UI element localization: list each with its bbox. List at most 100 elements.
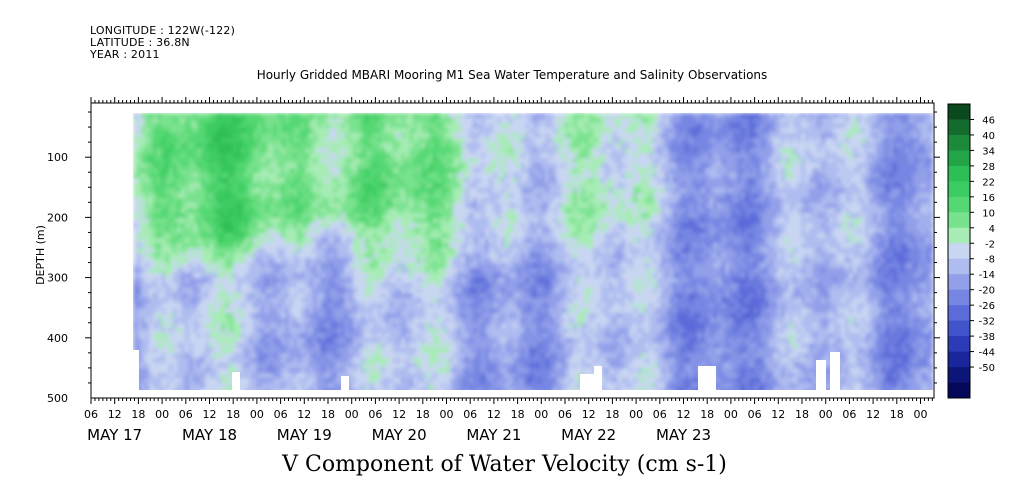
- velocity-cell: [153, 388, 158, 390]
- velocity-cell: [457, 238, 462, 244]
- velocity-cell: [385, 358, 390, 364]
- velocity-cell: [417, 348, 422, 354]
- velocity-cell: [145, 113, 150, 119]
- velocity-cell: [337, 383, 342, 389]
- velocity-cell: [441, 223, 446, 229]
- velocity-cell: [401, 293, 406, 299]
- velocity-cell: [417, 233, 422, 239]
- velocity-cell: [305, 138, 310, 144]
- velocity-cell: [153, 153, 158, 159]
- velocity-cell: [389, 178, 394, 184]
- velocity-cell: [213, 198, 218, 204]
- velocity-cell: [161, 158, 166, 164]
- velocity-cell: [305, 223, 310, 229]
- velocity-cell: [385, 198, 390, 204]
- velocity-cell: [197, 388, 202, 390]
- velocity-cell: [265, 158, 270, 164]
- velocity-cell: [189, 243, 194, 249]
- velocity-cell: [413, 378, 418, 384]
- velocity-cell: [441, 153, 446, 159]
- velocity-cell: [281, 118, 286, 124]
- velocity-cell: [409, 133, 414, 139]
- velocity-cell: [461, 338, 466, 344]
- velocity-cell: [221, 368, 226, 374]
- velocity-cell: [253, 273, 258, 279]
- velocity-cell: [373, 273, 378, 279]
- velocity-cell: [133, 158, 138, 164]
- velocity-cell: [205, 163, 210, 169]
- velocity-cell: [225, 373, 230, 379]
- velocity-cell: [325, 298, 330, 304]
- velocity-cell: [437, 313, 442, 319]
- velocity-cell: [449, 243, 454, 249]
- velocity-cell: [249, 233, 254, 239]
- velocity-cell: [333, 388, 338, 390]
- velocity-cell: [373, 213, 378, 219]
- velocity-cell: [465, 133, 470, 139]
- velocity-cell: [301, 338, 306, 344]
- velocity-cell: [169, 288, 174, 294]
- velocity-cell: [333, 153, 338, 159]
- velocity-cell: [485, 133, 490, 139]
- velocity-cell: [425, 363, 430, 369]
- velocity-cell: [429, 368, 434, 374]
- velocity-cell: [241, 273, 246, 279]
- velocity-cell: [265, 323, 270, 329]
- velocity-cell: [269, 213, 274, 219]
- velocity-cell: [289, 158, 294, 164]
- velocity-cell: [221, 358, 226, 364]
- velocity-cell: [357, 323, 362, 329]
- velocity-cell: [161, 323, 166, 329]
- velocity-cell: [409, 323, 414, 329]
- velocity-cell: [297, 223, 302, 229]
- velocity-cell: [433, 328, 438, 334]
- velocity-cell: [329, 113, 334, 119]
- velocity-cell: [429, 208, 434, 214]
- velocity-cell: [369, 283, 374, 289]
- velocity-cell: [377, 273, 382, 279]
- velocity-cell: [297, 388, 302, 390]
- velocity-cell: [381, 228, 386, 234]
- velocity-cell: [389, 228, 394, 234]
- velocity-cell: [433, 273, 438, 279]
- velocity-cell: [349, 188, 354, 194]
- velocity-cell: [465, 178, 470, 184]
- velocity-cell: [157, 133, 162, 139]
- velocity-cell: [205, 188, 210, 194]
- velocity-cell: [353, 213, 358, 219]
- velocity-cell: [337, 148, 342, 154]
- velocity-cell: [257, 343, 262, 349]
- velocity-cell: [193, 138, 198, 144]
- velocity-cell: [365, 163, 370, 169]
- velocity-cell: [249, 318, 254, 324]
- velocity-cell: [381, 128, 386, 134]
- velocity-cell: [405, 358, 410, 364]
- velocity-cell: [193, 148, 198, 154]
- velocity-cell: [217, 368, 222, 374]
- velocity-cell: [229, 213, 234, 219]
- velocity-cell: [309, 138, 314, 144]
- velocity-cell: [285, 148, 290, 154]
- velocity-cell: [377, 223, 382, 229]
- velocity-cell: [417, 303, 422, 309]
- velocity-cell: [229, 228, 234, 234]
- velocity-cell: [473, 113, 478, 119]
- velocity-cell: [193, 238, 198, 244]
- velocity-cell: [377, 173, 382, 179]
- velocity-cell: [149, 148, 154, 154]
- velocity-cell: [221, 298, 226, 304]
- velocity-cell: [393, 263, 398, 269]
- velocity-cell: [265, 213, 270, 219]
- velocity-cell: [313, 383, 318, 389]
- velocity-cell: [193, 258, 198, 264]
- velocity-cell: [353, 218, 358, 224]
- velocity-cell: [161, 193, 166, 199]
- velocity-cell: [445, 318, 450, 324]
- velocity-cell: [413, 193, 418, 199]
- velocity-cell: [205, 278, 210, 284]
- velocity-cell: [453, 213, 458, 219]
- velocity-cell: [281, 373, 286, 379]
- velocity-cell: [381, 333, 386, 339]
- velocity-cell: [381, 193, 386, 199]
- velocity-cell: [381, 183, 386, 189]
